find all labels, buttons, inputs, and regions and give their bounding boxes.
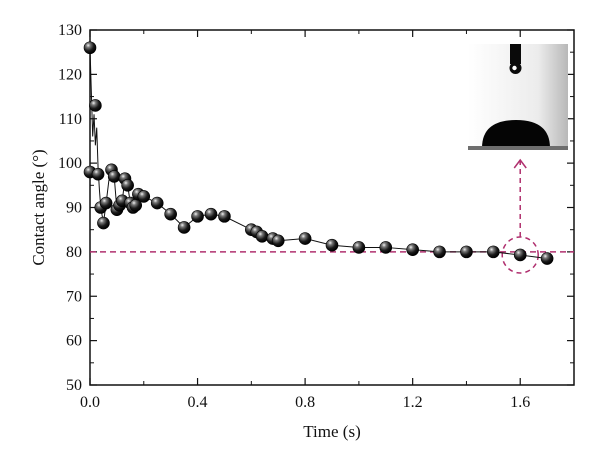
y-tick-label: 70: [66, 288, 82, 305]
data-point: [204, 207, 218, 221]
data-point: [83, 41, 97, 55]
data-point: [91, 167, 105, 181]
data-point: [460, 245, 473, 259]
y-tick-label: 100: [58, 155, 82, 172]
y-tick-label: 130: [58, 22, 82, 39]
x-tick-label: 0.0: [80, 394, 100, 411]
y-axis-title: Contact angle (°): [29, 149, 48, 265]
sessile-drop-shape: [482, 120, 550, 148]
data-point: [406, 243, 419, 256]
data-points: [83, 41, 554, 265]
y-tick-label: 80: [66, 244, 82, 261]
data-point: [352, 241, 366, 254]
data-point: [177, 221, 191, 234]
y-tick-label: 50: [66, 377, 82, 394]
x-tick-label: 1.2: [403, 394, 423, 411]
y-tick-label: 90: [66, 200, 82, 217]
data-point: [97, 216, 110, 230]
data-point: [271, 234, 285, 248]
data-point: [218, 210, 231, 223]
data-point: [137, 190, 151, 203]
data-point: [89, 99, 102, 112]
data-point: [150, 196, 164, 210]
substrate-line: [468, 146, 568, 150]
data-point: [107, 170, 121, 183]
data-point: [121, 179, 134, 192]
data-point: [487, 245, 500, 259]
data-point: [513, 248, 527, 262]
data-point: [99, 196, 113, 210]
data-point: [433, 245, 446, 259]
y-tick-label: 60: [66, 333, 82, 350]
needle-shape: [510, 44, 521, 64]
series-line: [129, 193, 548, 260]
data-point: [255, 230, 269, 243]
x-axis-ticks: 0.0 0.4 0.8 1.2 1.6: [80, 30, 575, 411]
x-axis-title: Time (s): [303, 422, 360, 441]
highlight-arrow-head: [513, 158, 527, 169]
data-point: [298, 232, 312, 245]
data-point: [325, 238, 339, 252]
x-tick-label: 0.4: [188, 394, 208, 411]
y-tick-label: 120: [58, 66, 82, 83]
droplet-inset-photo: [468, 44, 568, 150]
data-point: [540, 252, 554, 265]
data-point: [191, 210, 204, 223]
data-point: [379, 241, 393, 254]
x-tick-label: 0.8: [295, 394, 315, 411]
y-tick-label: 110: [59, 111, 82, 128]
y-axis-ticks: 50 60 70 80 90 100 110 120 130: [58, 22, 574, 394]
x-tick-label: 1.6: [510, 394, 530, 411]
data-point: [164, 207, 177, 221]
